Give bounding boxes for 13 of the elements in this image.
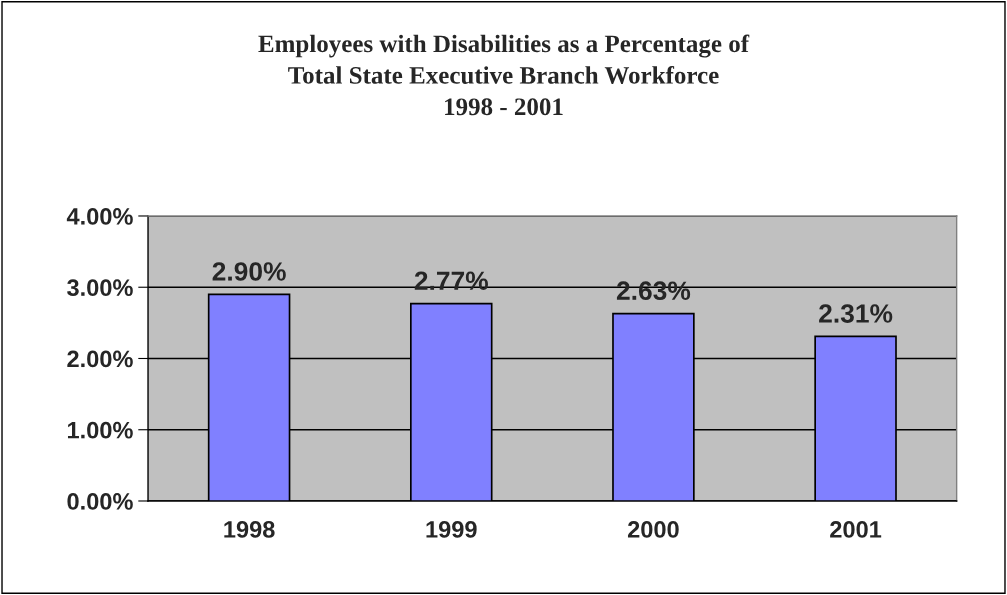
y-tick-label: 4.00% xyxy=(66,208,133,225)
x-tick-label: 1998 xyxy=(224,521,275,538)
x-tick-label: 1999 xyxy=(426,521,477,538)
x-tick-label: 2000 xyxy=(627,521,679,538)
chart-title: Employees with Disabilities as a Percentage of Total State Executive Branch Workforce 1998 - 2001 xyxy=(258,34,750,116)
data-label: 2.31% xyxy=(819,304,893,323)
y-tick-label: 3.00% xyxy=(67,279,133,297)
data-label: 2.77% xyxy=(414,271,488,291)
y-tick-label: 0.00% xyxy=(67,493,133,510)
x-tick-label: 2001 xyxy=(830,521,882,538)
data-label: 2.90% xyxy=(212,262,286,281)
y-tick-label: 1.00% xyxy=(67,421,133,439)
y-tick-label: 2.00% xyxy=(67,350,133,368)
